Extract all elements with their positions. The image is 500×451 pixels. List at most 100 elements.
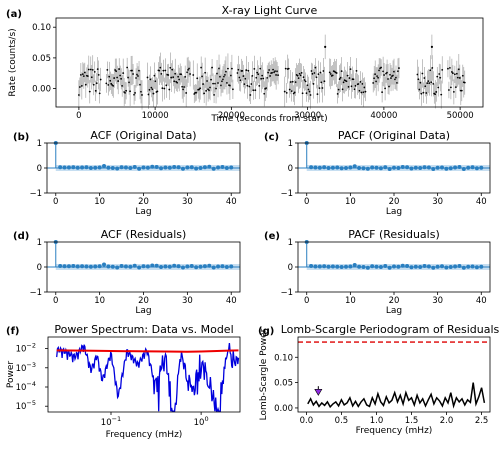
acf-marker [163, 264, 168, 269]
acf-marker [474, 265, 479, 270]
data-point [364, 90, 367, 93]
acf-marker [150, 164, 155, 169]
acf-marker [361, 265, 366, 269]
data-point [396, 81, 398, 84]
acf-marker [229, 165, 234, 170]
data-point [373, 77, 376, 80]
data-point [215, 87, 217, 90]
acf-marker [198, 166, 203, 170]
data-point [202, 83, 205, 85]
data-point [171, 68, 174, 71]
y-tick-label-g: 0.05 [274, 379, 293, 389]
acf-marker [128, 166, 133, 170]
x-tick-label-e: 30 [432, 296, 443, 306]
acf-marker [189, 264, 194, 268]
data-point [335, 72, 338, 74]
acf-marker [474, 166, 479, 171]
data-point [118, 68, 121, 70]
data-point [394, 78, 396, 81]
x-tick-label-g: 1.5 [405, 416, 419, 426]
acf-marker [66, 264, 71, 269]
data-point [426, 82, 429, 84]
acf-marker [461, 167, 466, 171]
data-point [463, 81, 466, 84]
data-point [319, 71, 322, 74]
y-tick-label-e: 0 [288, 263, 293, 273]
x-tick-label-e: 20 [389, 296, 400, 306]
acf-marker [426, 264, 431, 269]
acf-marker [457, 264, 462, 268]
data-point [245, 69, 248, 72]
data-point [105, 82, 108, 85]
data-point [427, 80, 430, 83]
acf-marker [84, 165, 89, 170]
acf-marker [167, 165, 172, 170]
data-point [187, 68, 190, 71]
chart-title-a: X-ray Light Curve [222, 4, 318, 17]
acf-marker [453, 264, 458, 269]
data-point [86, 75, 89, 78]
acf-marker [348, 165, 353, 170]
acf-marker [378, 265, 383, 269]
data-point [331, 74, 334, 77]
data-point [273, 71, 276, 74]
data-point [448, 89, 450, 91]
data-point [203, 92, 206, 95]
data-point [249, 94, 252, 96]
acf-marker [335, 264, 340, 269]
acf-marker [440, 264, 444, 269]
acf-marker [145, 165, 150, 170]
data-point [259, 67, 262, 70]
y-tick-label-f: 10−4 [16, 380, 36, 393]
acf-marker [71, 165, 76, 170]
acf-marker [62, 165, 67, 170]
data-point [189, 73, 192, 75]
data-point [276, 70, 279, 73]
data-point [277, 74, 280, 77]
data-point [315, 76, 318, 79]
data-point [136, 73, 138, 76]
data-point [377, 76, 380, 79]
acf-marker [470, 264, 475, 269]
data-point [222, 78, 224, 81]
data-point [439, 76, 442, 79]
data-point [147, 93, 150, 96]
acf-marker [444, 265, 449, 270]
y-axis-label-f: Power [6, 361, 16, 389]
chart-title-f: Power Spectrum: Data vs. Model [54, 323, 233, 336]
acf-marker [154, 165, 159, 169]
data-point [384, 87, 386, 90]
data-point [178, 78, 181, 81]
acf-marker [229, 264, 234, 269]
data-point [255, 76, 258, 79]
acf-marker [470, 165, 475, 170]
x-tick-label-e: 10 [345, 296, 356, 306]
data-point [227, 67, 229, 70]
data-point [390, 77, 392, 79]
acf-marker [97, 264, 102, 269]
data-point [200, 66, 203, 69]
acf-marker [326, 264, 331, 269]
data-point [359, 80, 362, 83]
acf-marker [207, 263, 212, 268]
data-point [164, 69, 167, 72]
panel-label-a: (a) [6, 9, 22, 20]
data-point [208, 89, 211, 92]
x-tick-label-c: 30 [432, 197, 443, 207]
acf-marker [392, 165, 396, 170]
data-point [263, 92, 266, 95]
data-point [337, 88, 340, 91]
acf-marker [418, 265, 423, 269]
data-point [388, 85, 390, 88]
data-point [195, 91, 198, 94]
light-curve-points [77, 34, 466, 110]
data-point [122, 72, 125, 74]
data-point [256, 71, 259, 74]
data-point [159, 66, 162, 69]
axes-frame-f [47, 336, 241, 413]
data-point [225, 70, 227, 73]
data-point [420, 92, 423, 95]
data-point [430, 81, 433, 84]
acf-marker [392, 264, 396, 269]
data-point [78, 86, 81, 88]
